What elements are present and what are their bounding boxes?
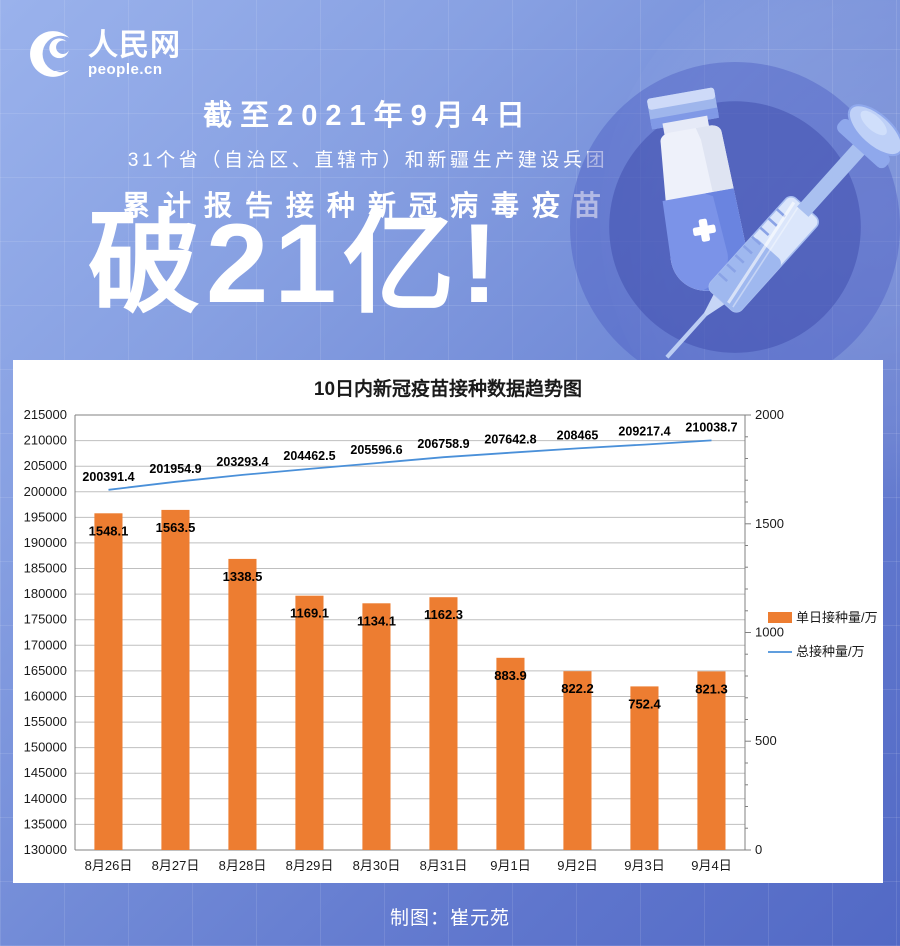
svg-text:1563.5: 1563.5 bbox=[156, 520, 196, 535]
svg-text:1169.1: 1169.1 bbox=[290, 606, 329, 621]
svg-text:9月1日: 9月1日 bbox=[490, 858, 530, 873]
svg-text:210038.7: 210038.7 bbox=[685, 420, 737, 434]
svg-text:204462.5: 204462.5 bbox=[283, 449, 335, 463]
svg-text:752.4: 752.4 bbox=[628, 696, 661, 711]
svg-text:209217.4: 209217.4 bbox=[618, 425, 670, 439]
svg-text:1338.5: 1338.5 bbox=[223, 569, 263, 584]
svg-text:9月3日: 9月3日 bbox=[624, 858, 664, 873]
svg-text:2000: 2000 bbox=[755, 407, 784, 422]
svg-text:8月30日: 8月30日 bbox=[353, 858, 401, 873]
svg-text:0: 0 bbox=[755, 842, 762, 857]
svg-text:180000: 180000 bbox=[24, 586, 67, 601]
svg-text:207642.8: 207642.8 bbox=[484, 433, 536, 447]
svg-text:205000: 205000 bbox=[24, 458, 67, 473]
svg-text:1000: 1000 bbox=[755, 625, 784, 640]
svg-text:130000: 130000 bbox=[24, 842, 67, 857]
svg-text:8月29日: 8月29日 bbox=[286, 858, 334, 873]
svg-text:170000: 170000 bbox=[24, 637, 67, 652]
svg-text:215000: 215000 bbox=[24, 407, 67, 422]
svg-text:9月4日: 9月4日 bbox=[691, 858, 731, 873]
svg-text:175000: 175000 bbox=[24, 612, 67, 627]
svg-text:210000: 210000 bbox=[24, 433, 67, 448]
svg-text:203293.4: 203293.4 bbox=[216, 455, 268, 469]
svg-text:8月28日: 8月28日 bbox=[219, 858, 267, 873]
svg-text:821.3: 821.3 bbox=[695, 681, 728, 696]
svg-text:135000: 135000 bbox=[24, 816, 67, 831]
svg-text:150000: 150000 bbox=[24, 740, 67, 755]
svg-text:500: 500 bbox=[755, 733, 777, 748]
svg-text:190000: 190000 bbox=[24, 535, 67, 550]
svg-text:195000: 195000 bbox=[24, 509, 67, 524]
svg-text:822.2: 822.2 bbox=[561, 681, 594, 696]
svg-text:185000: 185000 bbox=[24, 561, 67, 576]
svg-text:145000: 145000 bbox=[24, 765, 67, 780]
svg-text:205596.6: 205596.6 bbox=[350, 443, 402, 457]
svg-text:201954.9: 201954.9 bbox=[149, 462, 201, 476]
svg-text:1548.1: 1548.1 bbox=[89, 523, 129, 538]
svg-text:8月26日: 8月26日 bbox=[85, 858, 133, 873]
svg-text:155000: 155000 bbox=[24, 714, 67, 729]
svg-text:200391.4: 200391.4 bbox=[82, 470, 134, 484]
svg-text:1134.1: 1134.1 bbox=[357, 613, 396, 628]
svg-text:8月27日: 8月27日 bbox=[152, 858, 200, 873]
svg-text:1162.3: 1162.3 bbox=[424, 607, 463, 622]
svg-text:单日接种量/万: 单日接种量/万 bbox=[796, 610, 878, 625]
svg-text:206758.9: 206758.9 bbox=[417, 437, 469, 451]
svg-text:200000: 200000 bbox=[24, 484, 67, 499]
svg-text:8月31日: 8月31日 bbox=[420, 858, 468, 873]
svg-text:208465: 208465 bbox=[557, 428, 599, 442]
svg-text:160000: 160000 bbox=[24, 689, 67, 704]
svg-text:9月2日: 9月2日 bbox=[557, 858, 597, 873]
svg-text:165000: 165000 bbox=[24, 663, 67, 678]
svg-text:总接种量/万: 总接种量/万 bbox=[796, 644, 865, 659]
svg-text:1500: 1500 bbox=[755, 516, 784, 531]
svg-text:140000: 140000 bbox=[24, 791, 67, 806]
svg-text:883.9: 883.9 bbox=[494, 668, 527, 683]
